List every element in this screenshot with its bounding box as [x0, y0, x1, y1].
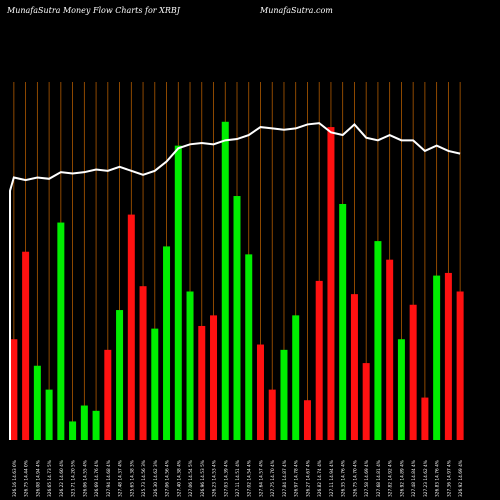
money-flow-bar — [280, 349, 288, 440]
money-flow-bar — [245, 254, 253, 440]
x-axis-label: 326.16 14.63 0% — [12, 460, 18, 497]
x-axis-label: 326.06 14.55 4% — [82, 460, 88, 497]
x-axis-label: 327.40 14.38 4% — [176, 460, 182, 497]
money-flow-bar — [433, 275, 441, 440]
x-axis-label: 327.11 14.51 4% — [235, 460, 241, 497]
x-axis-label: 326.82 14.74 4% — [317, 460, 323, 497]
money-flow-bar — [33, 365, 41, 440]
x-axis-label: 327.48 14.37 4% — [118, 460, 124, 497]
money-flow-bar — [198, 325, 206, 440]
x-axis-label: 327.68 14.81 4% — [376, 460, 382, 497]
money-flow-bar — [151, 328, 159, 440]
x-axis-label: 327.03 14.39 4% — [223, 460, 229, 497]
money-flow-bar — [45, 389, 53, 440]
money-flow-bar — [339, 203, 347, 440]
money-flow-bar — [116, 310, 124, 440]
money-flow-bar — [315, 280, 323, 440]
x-axis-label: 326.65 14.73 5% — [47, 460, 53, 497]
x-axis-label: 326.69 14.76 4% — [94, 460, 100, 497]
x-axis-label: 327.82 14.92 4% — [388, 460, 394, 497]
x-axis-label: 327.11 14.94 4% — [329, 460, 335, 497]
x-axis-label: 327.06 14.56 4% — [165, 460, 171, 497]
x-axis-label: 326.30 14.62 3% — [153, 460, 159, 497]
x-axis-label: 326.23 14.53 4% — [212, 460, 218, 497]
x-axis-label: 327.64 14.57 4% — [258, 460, 264, 497]
money-flow-bar — [444, 272, 452, 440]
x-axis-label: 327.23 14.62 4% — [423, 460, 429, 497]
money-flow-bar — [303, 400, 311, 440]
money-flow-bar — [210, 315, 218, 440]
money-flow-bar — [374, 241, 382, 440]
money-flow-bar — [386, 259, 394, 440]
x-axis-label: 323.71 14.20 5% — [71, 460, 77, 497]
money-flow-bar — [22, 251, 30, 440]
money-flow-bar — [57, 222, 65, 440]
money-flow-bar — [233, 196, 241, 440]
money-flow-bar — [80, 405, 88, 440]
x-axis-label: 325.73 14.56 3% — [141, 460, 147, 497]
money-flow-bar — [421, 397, 429, 440]
money-flow-bar — [174, 145, 182, 440]
site-name: MunafaSutra.com — [260, 6, 333, 15]
x-axis-label: 327.48 14.84 4% — [411, 460, 417, 497]
x-axis-label: 327.58 14.69 4% — [364, 460, 370, 497]
money-flow-bar — [350, 294, 358, 440]
x-axis-label: 326.75 14.44 0% — [24, 460, 30, 497]
x-axis-label: 326.75 14.70 4% — [352, 460, 358, 497]
x-axis-label: 326.83 14.76 4% — [435, 460, 441, 497]
x-axis-label: 326.27 14.67 4% — [305, 460, 311, 497]
money-flow-bar — [163, 246, 171, 440]
x-axis-label: 326.08 14.94 4% — [35, 460, 41, 497]
money-flow-bar — [256, 344, 264, 440]
money-flow-bar — [10, 339, 18, 440]
money-flow-bar — [69, 421, 77, 440]
x-axis-label: 326.35 14.76 4% — [341, 460, 347, 497]
x-axis-label: 326.92 14.69 4% — [458, 460, 464, 497]
money-flow-bar — [409, 304, 417, 440]
x-axis-label: 327.06 14.54 5% — [188, 460, 194, 497]
money-flow-bar — [327, 127, 335, 440]
money-flow-bar — [397, 339, 405, 440]
money-flow-bar — [221, 121, 229, 441]
money-flow-bar — [456, 291, 464, 440]
x-axis-label: 327.75 14.70 4% — [270, 460, 276, 497]
money-flow-bar — [186, 291, 194, 440]
money-flow-bar — [127, 214, 135, 440]
x-axis-label: 326.22 14.60 4% — [59, 460, 65, 497]
money-flow-bar — [292, 315, 300, 440]
money-flow-bar — [92, 410, 100, 440]
chart-title: MunafaSutra Money Flow Charts for XRBJ — [7, 6, 180, 15]
x-axis-label: 326.97 14.78 4% — [294, 460, 300, 497]
money-flow-bar — [362, 363, 370, 440]
x-axis-label: 327.02 14.54 4% — [247, 460, 253, 497]
x-axis-label: 326.92 14.89 4% — [399, 460, 405, 497]
money-flow-bar — [268, 389, 276, 440]
x-axis-label: 327.94 14.68 4% — [106, 460, 112, 497]
money-flow-bar — [139, 286, 147, 440]
price-line — [9, 122, 461, 440]
x-axis-label: 325.65 14.38 3% — [129, 460, 135, 497]
x-axis-label: 326.96 14.53 5% — [200, 460, 206, 497]
x-axis-label: 327.36 14.97 4% — [446, 460, 452, 497]
money-flow-bar — [104, 349, 112, 440]
x-axis-label: 327.84 14.87 4% — [282, 460, 288, 497]
